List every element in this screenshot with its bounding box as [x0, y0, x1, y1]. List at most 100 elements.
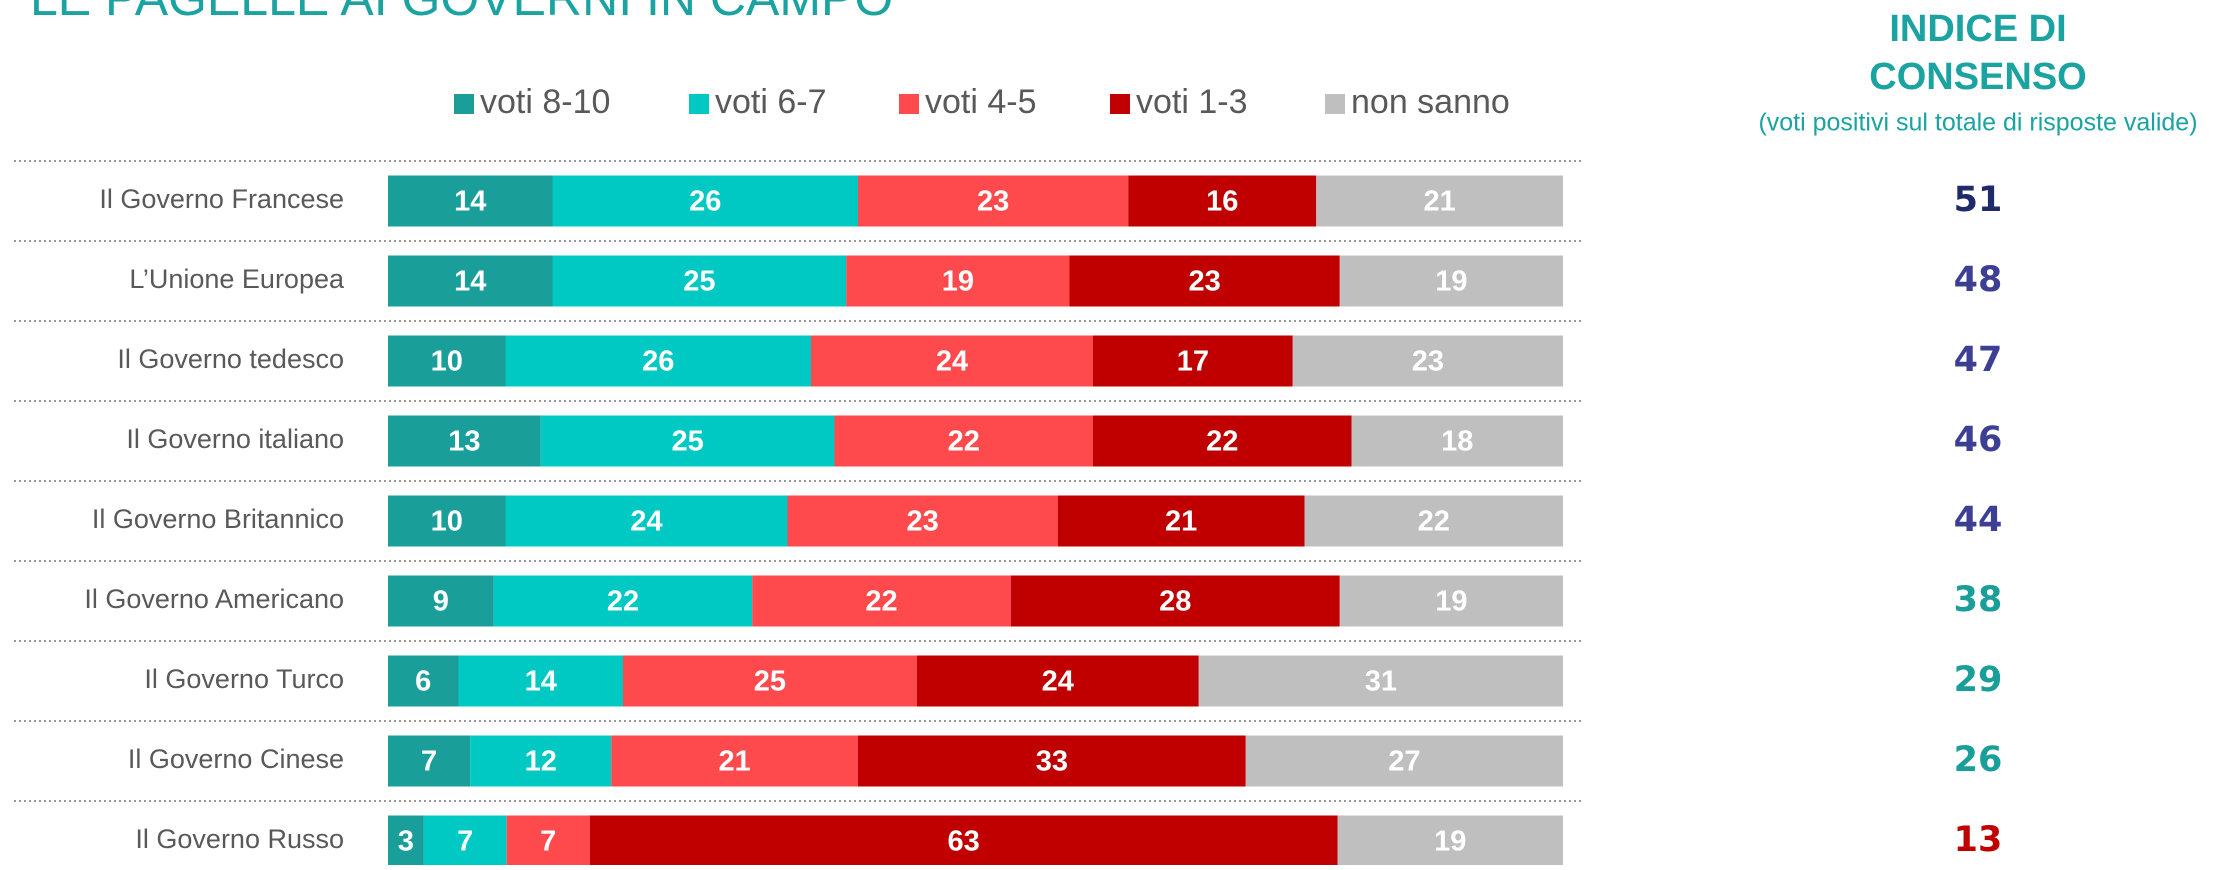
- bar-segment: [458, 655, 623, 707]
- data-label: 12: [525, 746, 557, 778]
- data-label: 17: [1177, 346, 1209, 378]
- bar-segment: [505, 335, 811, 387]
- data-label: 25: [754, 666, 786, 698]
- data-label: 7: [421, 746, 437, 778]
- index-value: 13: [1954, 820, 2003, 860]
- data-label: 14: [454, 186, 486, 218]
- category-label: Il Governo italiano: [126, 424, 344, 454]
- data-label: 10: [431, 346, 463, 378]
- bar-segment: [752, 575, 1011, 627]
- data-label: 14: [454, 266, 486, 298]
- bar-segment: [506, 815, 590, 867]
- index-value: 38: [1954, 580, 2003, 620]
- data-label: 3: [398, 826, 414, 858]
- bar-segment: [552, 255, 847, 307]
- bar-segment: [1351, 415, 1563, 467]
- legend-label: voti 1-3: [1136, 83, 1248, 121]
- data-label: 9: [433, 586, 449, 618]
- bar-segment: [811, 335, 1093, 387]
- legend-label: voti 6-7: [715, 83, 827, 121]
- data-label: 10: [431, 506, 463, 538]
- data-label: 19: [1435, 586, 1467, 618]
- bar-segment: [1292, 335, 1563, 387]
- category-label: L’Unione Europea: [129, 264, 345, 294]
- data-label: 19: [942, 266, 974, 298]
- data-label: 19: [1435, 266, 1467, 298]
- data-label: 22: [607, 586, 639, 618]
- data-label: 16: [1206, 186, 1238, 218]
- bar-segment: [1245, 735, 1563, 787]
- data-label: 27: [1388, 746, 1420, 778]
- data-label: 23: [977, 186, 1009, 218]
- bar-segment: [388, 255, 553, 307]
- category-label: Il Governo Cinese: [128, 744, 344, 774]
- category-label: Il Governo Britannico: [92, 504, 344, 534]
- bar-segment: [505, 495, 788, 547]
- data-label: 21: [1423, 186, 1455, 218]
- category-label: Il Governo Francese: [99, 184, 344, 214]
- data-label: 24: [936, 346, 968, 378]
- bar-segment: [540, 415, 835, 467]
- category-label: Il Governo Turco: [144, 664, 344, 694]
- data-label: 63: [947, 826, 979, 858]
- data-label: 14: [525, 666, 557, 698]
- data-label: 23: [906, 506, 938, 538]
- data-label: 33: [1036, 746, 1068, 778]
- data-label: 7: [540, 826, 556, 858]
- bar-segment: [1128, 175, 1317, 227]
- data-label: 6: [415, 666, 431, 698]
- bar-segment: [470, 735, 612, 787]
- index-value: 48: [1954, 260, 2003, 300]
- bar-segment: [1339, 255, 1563, 307]
- bar-segment: [388, 335, 506, 387]
- legend-label: non sanno: [1351, 83, 1510, 121]
- data-label: 19: [1434, 826, 1466, 858]
- bar-segment: [1010, 575, 1340, 627]
- bar-segment: [787, 495, 1058, 547]
- data-label: 26: [689, 186, 721, 218]
- data-label: 18: [1441, 426, 1473, 458]
- data-label: 23: [1412, 346, 1444, 378]
- data-label: 7: [457, 826, 473, 858]
- legend-swatch: [899, 94, 919, 114]
- index-title: INDICE DI: [1889, 8, 2066, 50]
- bar-segment: [388, 495, 506, 547]
- bar-segment: [388, 815, 424, 867]
- bar-segment: [916, 655, 1199, 707]
- data-label: 21: [1165, 506, 1197, 538]
- bar-segment: [388, 415, 541, 467]
- data-label: 26: [642, 346, 674, 378]
- bar-segment: [1304, 495, 1563, 547]
- index-value: 51: [1954, 180, 2003, 220]
- bar-segment: [858, 735, 1246, 787]
- category-label: Il Governo tedesco: [117, 344, 344, 374]
- bar-segment: [623, 655, 917, 707]
- legend-label: voti 8-10: [480, 83, 610, 121]
- data-label: 24: [630, 506, 662, 538]
- bar-segment: [552, 175, 858, 227]
- legend-label: voti 4-5: [925, 83, 1037, 121]
- bar-segment: [846, 255, 1070, 307]
- bar-segment: [1069, 255, 1340, 307]
- chart-title: LE PAGELLE AI GOVERNI IN CAMPO: [30, 0, 893, 26]
- data-label: 21: [718, 746, 750, 778]
- category-label: Il Governo Russo: [135, 824, 344, 854]
- bar-segment: [493, 575, 753, 627]
- bar-segment: [589, 815, 1338, 867]
- index-value: 26: [1954, 740, 2003, 780]
- data-label: 25: [671, 426, 703, 458]
- data-label: 13: [448, 426, 480, 458]
- index-value: 44: [1954, 500, 2003, 540]
- index-subtitle: (voti positivi sul totale di risposte va…: [1758, 109, 2197, 137]
- bar-segment: [1057, 495, 1305, 547]
- data-label: 31: [1365, 666, 1397, 698]
- legend-swatch: [1110, 94, 1130, 114]
- bar-segment: [1093, 415, 1352, 467]
- bar-segment: [388, 175, 553, 227]
- bar-segment: [1316, 175, 1563, 227]
- index-value: 29: [1954, 660, 2003, 700]
- legend-swatch: [1325, 94, 1345, 114]
- data-label: 28: [1159, 586, 1191, 618]
- bar-segment: [1337, 815, 1563, 867]
